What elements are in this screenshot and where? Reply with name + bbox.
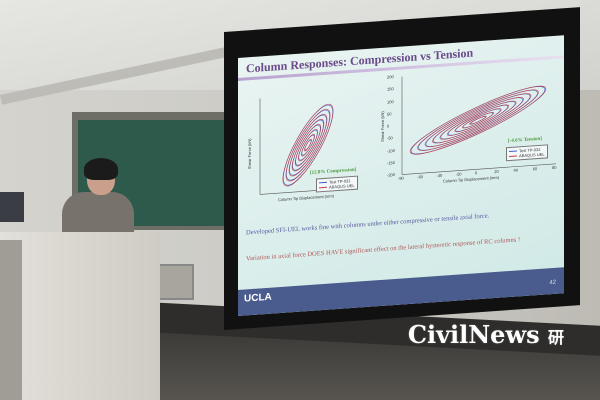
hysteresis-loop [295, 124, 321, 166]
hysteresis-loop [424, 93, 532, 148]
legend-swatch [319, 181, 327, 184]
x-axis [402, 163, 556, 175]
wall-panel [154, 264, 194, 300]
x-tick-label: -60 [417, 174, 424, 180]
hysteresis-loop [301, 134, 315, 156]
hysteresis-loop [439, 100, 517, 140]
hysteresis-loop [304, 138, 312, 152]
x-tick-label: -20 [455, 171, 462, 177]
watermark-glyph: 研 [547, 328, 564, 347]
right-y-axis-label: Shear Force (kN) [380, 111, 385, 143]
podium-side [0, 240, 22, 400]
hysteresis-loop [469, 115, 487, 125]
hysteresis-loop [417, 89, 539, 151]
hysteresis-loop [447, 104, 509, 136]
presenter [62, 192, 134, 237]
bullet-2: Variation in axial force DOES HAVE signi… [246, 236, 521, 263]
legend-swatch [509, 150, 517, 153]
hysteresis-loop [291, 118, 325, 172]
hysteresis-loop [455, 108, 501, 132]
presenter-hair [84, 158, 118, 180]
x-tick-label: 0 [475, 170, 478, 176]
hysteresis-loop [432, 97, 524, 144]
y-tick-label: -150 [387, 159, 396, 166]
legend-swatch [509, 155, 517, 158]
x-tick-label: 80 [552, 164, 557, 171]
hysteresis-loop [409, 85, 547, 155]
y-tick-label: 200 [387, 74, 394, 80]
legend-label: ABAQUS UEL [329, 182, 355, 190]
laptop [0, 192, 24, 222]
hysteresis-loop [294, 123, 322, 167]
watermark-text: CivilNews [407, 320, 540, 349]
y-tick-label: 150 [387, 86, 394, 92]
hysteresis-loop [440, 101, 516, 140]
x-tick-label: -80 [398, 175, 404, 181]
y-tick-label: -50 [387, 135, 393, 141]
legend-item-model: ABAQUS UEL [509, 152, 545, 159]
x-tick-label: 40 [513, 167, 518, 173]
page-number: 42 [549, 279, 556, 287]
y-tick-label: -200 [387, 172, 396, 178]
y-tick-label: 100 [387, 98, 394, 105]
x-tick-label: -40 [436, 172, 443, 179]
hysteresis-loop [298, 128, 318, 162]
y-tick-label: 0 [387, 123, 390, 129]
right-legend: Test TP-032 ABAQUS UEL [506, 144, 548, 162]
hysteresis-loop [282, 103, 334, 187]
left-y-axis-label: Shear Force (kN) [247, 138, 252, 170]
legend-swatch [319, 186, 327, 189]
left-legend: Test TP-031 ABAQUS UEL [316, 175, 358, 193]
hysteresis-loop [425, 93, 531, 147]
hysteresis-loop [454, 108, 502, 133]
y-tick-label: 50 [387, 111, 392, 117]
x-tick-label: 20 [494, 168, 499, 175]
hysteresis-loop [285, 108, 331, 182]
legend-item-model: ABAQUS UEL [319, 183, 355, 190]
bullet-1: Developed SFI-UEL works fine with column… [246, 212, 490, 237]
right-hysteresis-chart [401, 76, 556, 175]
hysteresis-loop [301, 133, 315, 157]
legend-label: ABAQUS UEL [519, 151, 545, 159]
left-hysteresis-chart [259, 98, 358, 195]
y-tick-label: -100 [387, 147, 396, 154]
hysteresis-loop [288, 113, 328, 177]
x-tick-label: 60 [532, 166, 538, 172]
ucla-logo: UCLA [244, 291, 272, 305]
watermark-logo: CivilNews 研 [408, 320, 564, 349]
hysteresis-loop [461, 112, 495, 129]
presentation-slide: Column Responses: Compression vs Tension… [238, 35, 564, 316]
podium [0, 232, 160, 400]
